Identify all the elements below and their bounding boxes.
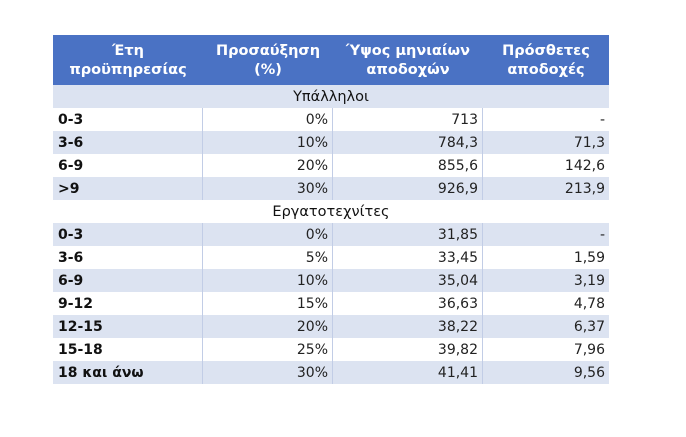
salary-cell: 855,6 [333, 154, 483, 177]
table-row: 6-9 10% 35,04 3,19 [53, 269, 609, 292]
header-increase: Προσαύξηση (%) [203, 35, 333, 85]
years-cell: 9-12 [53, 292, 203, 315]
header-increase-line2: (%) [254, 62, 282, 78]
table-row: 12-15 20% 38,22 6,37 [53, 315, 609, 338]
increase-cell: 30% [203, 177, 333, 200]
years-cell: 3-6 [53, 131, 203, 154]
table-row: 0-3 0% 713 - [53, 108, 609, 131]
increase-cell: 25% [203, 338, 333, 361]
table-row: 0-3 0% 31,85 - [53, 223, 609, 246]
header-years-line1: Έτη [112, 43, 144, 59]
salary-cell: 713 [333, 108, 483, 131]
header-years-line2: προϋπηρεσίας [69, 62, 187, 78]
extra-cell: 7,96 [573, 341, 605, 358]
increase-cell: 30% [203, 361, 333, 384]
years-cell: 12-15 [53, 315, 203, 338]
footnote: * ... 14.2.2012 [58, 421, 144, 427]
header-salary-line1: Ύψος μηνιαίων [346, 43, 470, 59]
years-cell: 6-9 [53, 154, 203, 177]
salary-cell: 926,9 [333, 177, 483, 200]
salary-table: Έτη προϋπηρεσίας Προσαύξηση (%) Ύψος μηνια… [53, 35, 609, 384]
header-salary-line2: αποδοχών [366, 62, 450, 78]
years-cell: 3-6 [53, 246, 203, 269]
header-extra-line1: Πρόσθετες [502, 43, 590, 59]
extra-cell: 4,78 [573, 295, 605, 312]
extra-cell: 142,6 [564, 157, 605, 174]
increase-cell: 0% [203, 223, 333, 246]
extra-cell: 1,59 [573, 249, 605, 266]
extra-cell: 9,56 [573, 364, 605, 381]
header-extra-line2: αποδοχές [507, 62, 585, 78]
salary-cell: 33,45 [333, 246, 483, 269]
years-cell: 0-3 [53, 108, 203, 131]
salary-cell: 784,3 [333, 131, 483, 154]
header-extra: Πρόσθετες αποδοχές [483, 35, 609, 85]
table-body: Υπάλληλοι 0-3 0% 713-3-6 10% 784,3 71,3 6-9 20% 8… [53, 85, 609, 384]
increase-cell: 10% [203, 131, 333, 154]
salary-cell: 36,63 [333, 292, 483, 315]
extra-cell: 213,9 [564, 180, 605, 197]
extra-cell: 71,3 [573, 134, 605, 151]
table-row: 3-6 10% 784,3 71,3 [53, 131, 609, 154]
salary-cell: 35,04 [333, 269, 483, 292]
salary-cell: 39,82 [333, 338, 483, 361]
salary-cell: 41,41 [333, 361, 483, 384]
increase-cell: 0% [203, 108, 333, 131]
increase-cell: 20% [203, 154, 333, 177]
table-row: 18 και άνω 30% 41,41 9,56 [53, 361, 609, 384]
increase-cell: 20% [203, 315, 333, 338]
table-row: 6-9 20% 855,6 142,6 [53, 154, 609, 177]
extra-cell: 3,19 [573, 272, 605, 289]
salary-cell: 31,85 [333, 223, 483, 246]
years-cell: 6-9 [53, 269, 203, 292]
years-cell: 0-3 [53, 223, 203, 246]
table-row: 15-18 25% 39,82 7,96 [53, 338, 609, 361]
extra-cell: - [599, 226, 605, 243]
extra-cell: 6,37 [573, 318, 605, 335]
years-cell: 15-18 [53, 338, 203, 361]
table-row: 3-6 5% 33,45 1,59 [53, 246, 609, 269]
increase-cell: 15% [203, 292, 333, 315]
table-row: >9 30% 926,9 213,9 [53, 177, 609, 200]
increase-cell: 5% [203, 246, 333, 269]
years-cell: 18 και άνω [53, 361, 203, 384]
years-cell: >9 [53, 177, 203, 200]
section-title: Εργατοτεχνίτες [53, 200, 609, 223]
header-increase-line1: Προσαύξηση [215, 43, 321, 59]
header-salary: Ύψος μηνιαίων αποδοχών [333, 35, 483, 85]
section-title: Υπάλληλοι [53, 85, 609, 108]
header-years: Έτη προϋπηρεσίας [53, 35, 203, 85]
table-header-row: Έτη προϋπηρεσίας Προσαύξηση (%) Ύψος μηνια… [53, 35, 609, 85]
extra-cell: - [599, 111, 605, 128]
increase-cell: 10% [203, 269, 333, 292]
table-row: 9-12 15% 36,63 4,78 [53, 292, 609, 315]
salary-cell: 38,22 [333, 315, 483, 338]
